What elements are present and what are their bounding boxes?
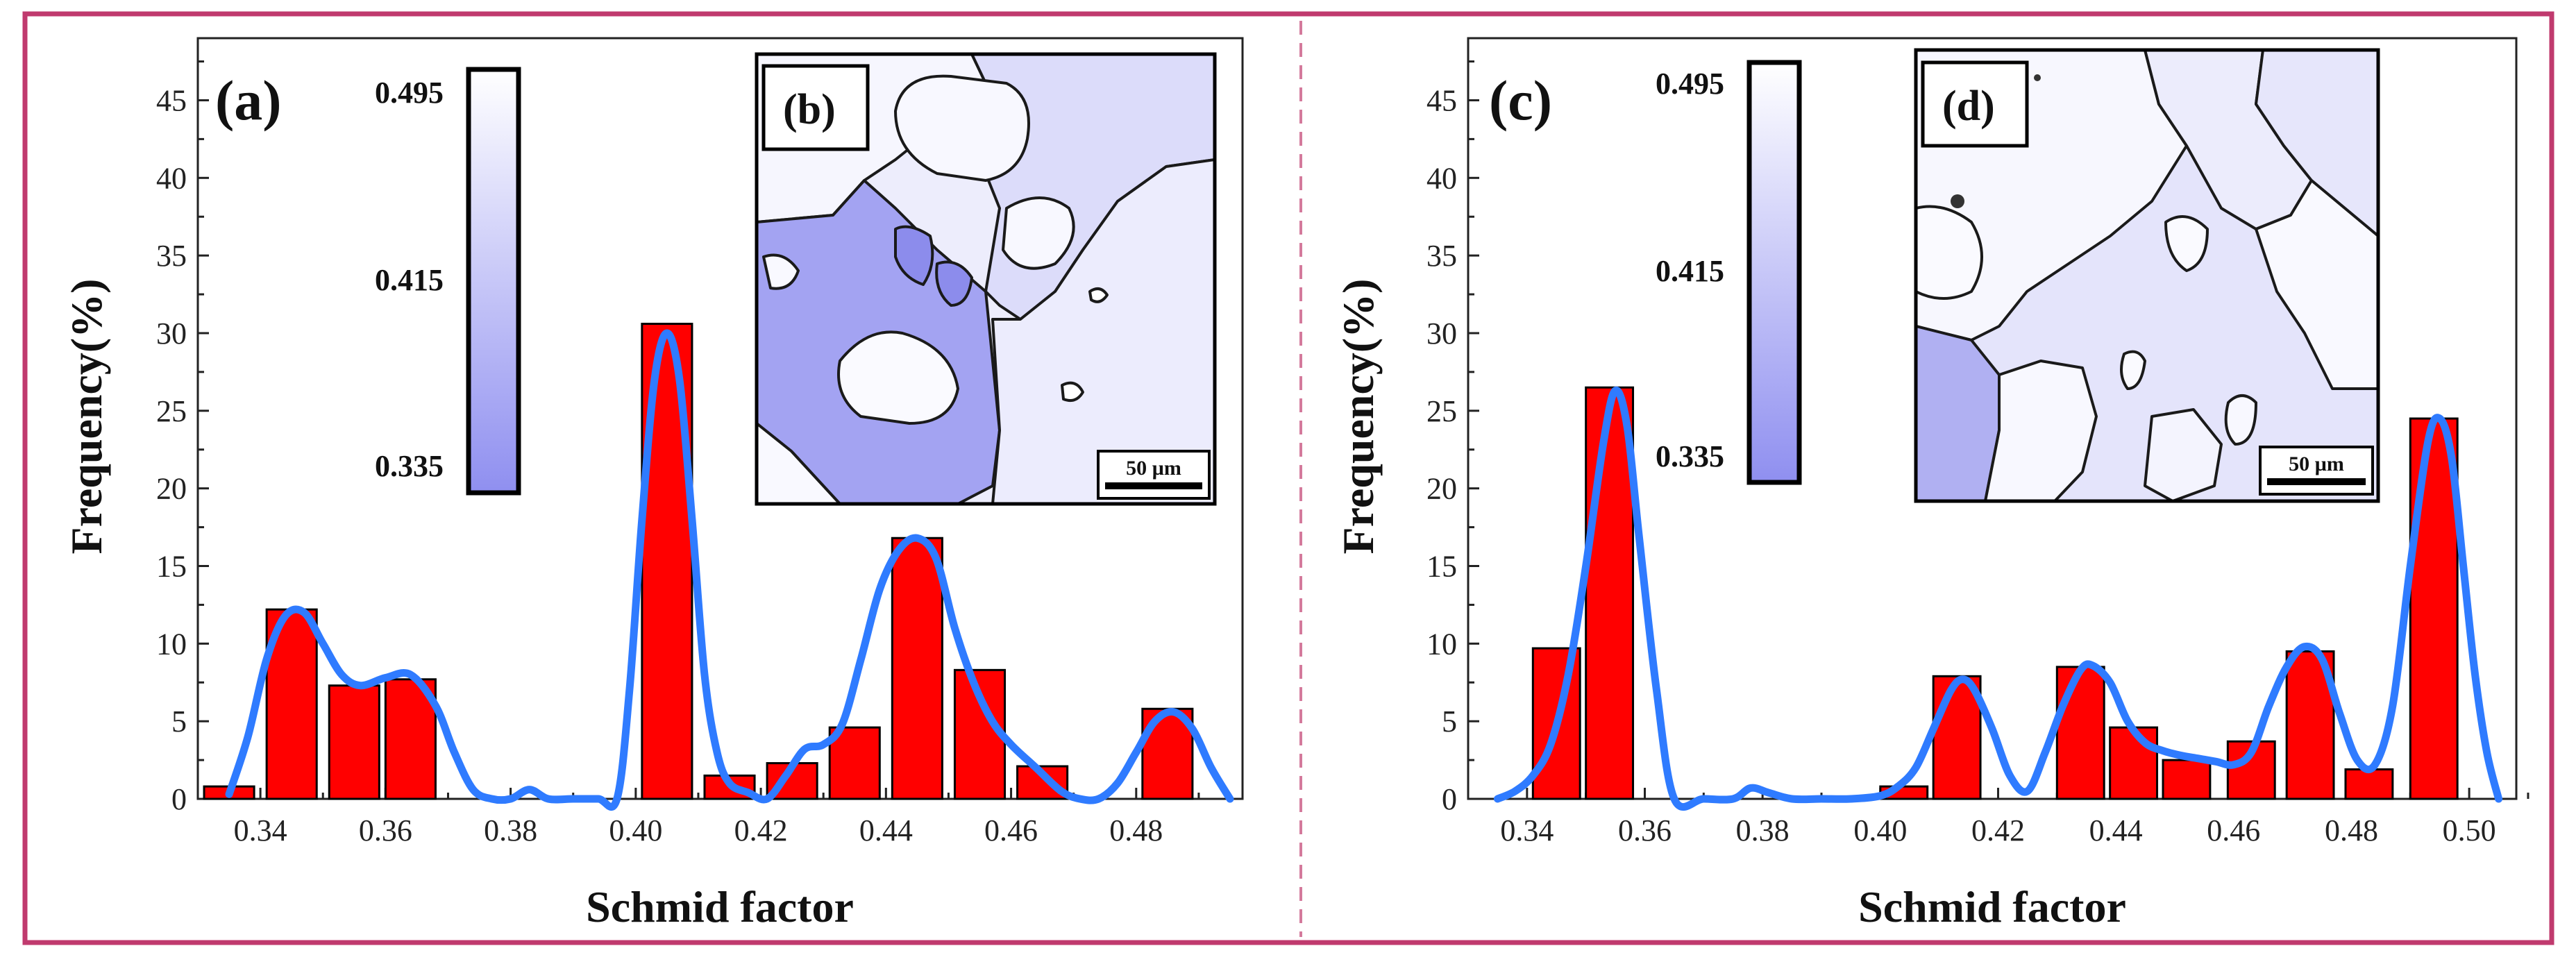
x-tick-label: 0.34: [234, 813, 287, 847]
scale-bar-label: 50 µm: [1126, 457, 1181, 480]
x-tick-label: 0.48: [1109, 813, 1163, 847]
scale-bar-box: [1097, 450, 1211, 500]
y-tick-label: 45: [156, 83, 187, 117]
x-tick-label: 0.42: [1971, 813, 2025, 847]
x-tick-label: 0.38: [484, 813, 537, 847]
inset-map-d: (d) 50 µm: [1914, 48, 2380, 503]
figure-frame: [22, 11, 2554, 945]
y-tick-label: 35: [1426, 239, 1457, 273]
y-tick-label: 30: [156, 316, 187, 351]
inset-map-b: (b) 50 µm: [755, 52, 1217, 506]
y-tick-label: 25: [156, 394, 187, 428]
bar: [384, 678, 437, 800]
x-axis-title: Schmid factor: [586, 882, 854, 931]
bar: [2109, 726, 2159, 800]
x-tick-label: 0.48: [2325, 813, 2378, 847]
x-tick-label: 0.36: [359, 813, 412, 847]
axis-ticks: [198, 60, 1200, 800]
y-tick-label: 20: [156, 472, 187, 506]
y-tick-labels: 0 5 10 15 20 25 30 35 40 45: [1426, 83, 1457, 816]
y-tick-label: 0: [171, 782, 187, 816]
scale-bar-label: 50 µm: [2289, 453, 2344, 475]
colorbar: [466, 67, 521, 496]
y-tick-label: 20: [1426, 472, 1457, 506]
scale-bar: [2267, 478, 2366, 485]
x-tick-label: 0.50: [2443, 813, 2496, 847]
x-tick-label: 0.40: [609, 813, 662, 847]
bar: [328, 684, 380, 800]
y-tick-label: 5: [171, 704, 187, 738]
x-tick-label: 0.40: [1853, 813, 1907, 847]
chart-panel-c: 0.34 0.36 0.38 0.40 0.42 0.44 0.46 0.48 0.50 0 5 1…: [1333, 37, 2529, 931]
y-tick-label: 40: [156, 161, 187, 195]
panel-label-a: (a): [215, 69, 282, 132]
inset-label-box: [1921, 60, 2029, 148]
x-tick-label: 0.46: [984, 813, 1038, 847]
x-tick-label: 0.34: [1500, 813, 1554, 847]
inset-label-b: (b): [783, 86, 836, 133]
scale-bar: [1105, 482, 1202, 489]
bar: [2344, 768, 2394, 800]
colorbar: [1746, 60, 1802, 485]
y-tick-label: 40: [1426, 161, 1457, 195]
bar: [1932, 675, 1982, 800]
fit-curve: [1493, 386, 2503, 811]
y-tick-label: 45: [1426, 83, 1457, 117]
bar: [1585, 386, 1635, 800]
y-tick-label: 15: [156, 549, 187, 583]
plot-area-frame: [1467, 37, 2518, 800]
bar: [2162, 759, 2212, 800]
chart-panel-a: 0.34 0.36 0.38 0.40 0.42 0.44 0.46 0.48 0 5 10 15 2…: [62, 37, 1244, 931]
y-axis-title: Frequency(%): [1333, 279, 1383, 555]
x-tick-label: 0.36: [1618, 813, 1672, 847]
fit-curve-line: [1493, 386, 2503, 811]
y-tick-label: 35: [156, 239, 187, 273]
colorbar-min-label: 0.335: [1656, 439, 1724, 473]
colorbar-min-label: 0.335: [375, 449, 444, 483]
y-tick-label: 10: [1426, 627, 1457, 661]
bar: [828, 726, 881, 800]
x-tick-label: 0.42: [734, 813, 788, 847]
x-tick-labels: 0.34 0.36 0.38 0.40 0.42 0.44 0.46 0.48 0.50: [1500, 813, 2495, 847]
bar-series: [1531, 386, 2459, 800]
x-tick-labels: 0.34 0.36 0.38 0.40 0.42 0.44 0.46 0.48: [234, 813, 1163, 847]
bar: [891, 537, 943, 800]
x-tick-label: 0.44: [859, 813, 913, 847]
x-tick-label: 0.44: [2089, 813, 2143, 847]
colorbar-mid-label: 0.415: [1656, 254, 1724, 288]
y-tick-label: 10: [156, 627, 187, 661]
colorbar-max-label: 0.495: [1656, 67, 1724, 101]
inset-label-d: (d): [1942, 83, 1995, 130]
y-tick-label: 15: [1426, 549, 1457, 583]
y-tick-label: 25: [1426, 394, 1457, 428]
y-axis-title: Frequency(%): [62, 279, 111, 555]
inset-label-box: [761, 64, 870, 151]
x-tick-label: 0.46: [2207, 813, 2260, 847]
y-tick-label: 5: [1442, 704, 1457, 738]
y-tick-labels: 0 5 10 15 20 25 30 35 40 45: [156, 83, 187, 816]
colorbar-mid-label: 0.415: [375, 263, 444, 297]
fit-curve-line: [225, 329, 1234, 811]
scale-bar-box: [2259, 446, 2374, 496]
colorbar-max-label: 0.495: [375, 76, 444, 110]
x-axis-title: Schmid factor: [1858, 882, 2126, 931]
panel-label-c: (c): [1489, 69, 1552, 132]
y-tick-label: 0: [1442, 782, 1457, 816]
bar: [2055, 666, 2105, 800]
x-tick-label: 0.38: [1736, 813, 1790, 847]
y-tick-label: 30: [1426, 316, 1457, 351]
fit-curve: [225, 329, 1234, 811]
